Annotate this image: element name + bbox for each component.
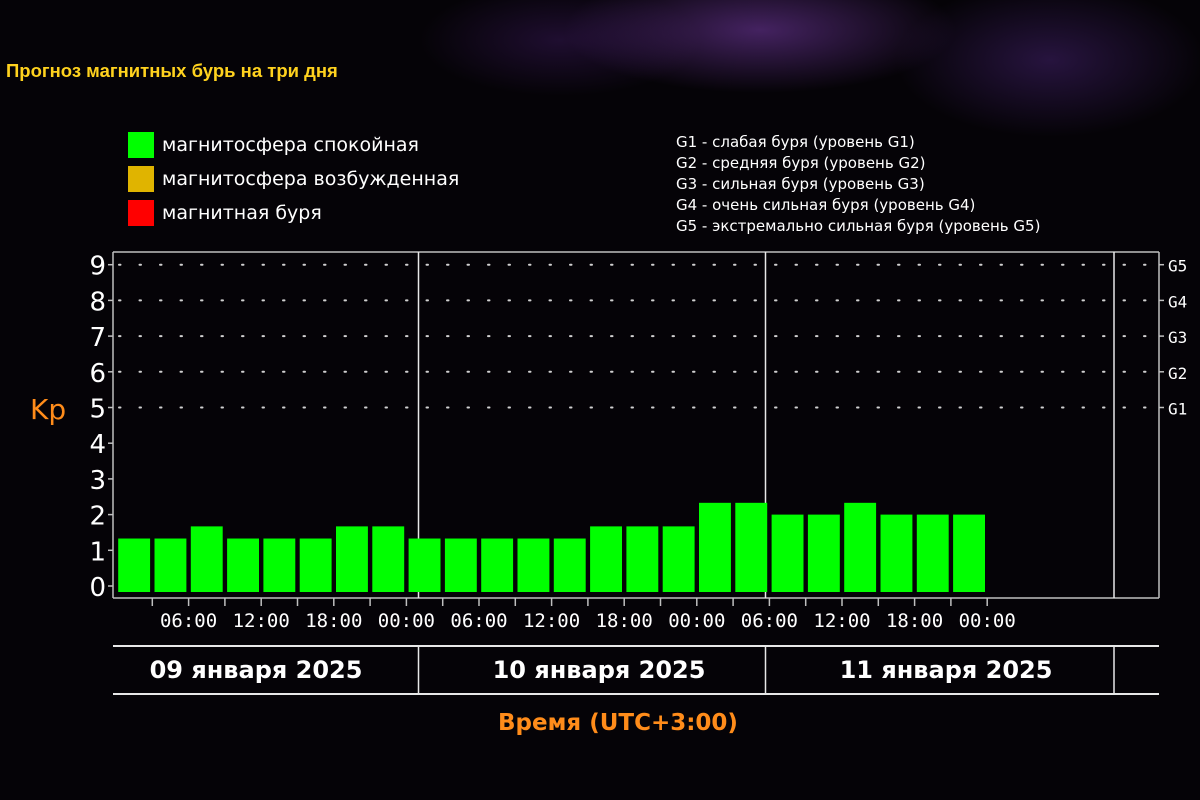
y-tick-label: 9: [89, 252, 106, 282]
kp-bar: [735, 502, 768, 592]
legend-swatch-excited: [128, 166, 154, 192]
g-legend-g2: G2 - средняя буря (уровень G2): [676, 154, 926, 172]
x-tick-label: 18:00: [305, 610, 362, 632]
kp-bar: [844, 502, 877, 592]
x-tick-label: 12:00: [233, 610, 290, 632]
day-label: 11 января 2025: [840, 656, 1053, 684]
x-tick-label: 00:00: [959, 610, 1016, 632]
g-level-label: G2: [1168, 364, 1187, 383]
x-tick-label: 06:00: [450, 610, 507, 632]
kp-bar: [771, 514, 804, 592]
y-tick-label: 3: [89, 466, 106, 496]
day-label: 09 января 2025: [150, 656, 363, 684]
g-legend-g5: G5 - экстремально сильная буря (уровень …: [676, 217, 1041, 235]
y-tick-label: 0: [89, 573, 106, 603]
x-tick-label: 18:00: [596, 610, 653, 632]
g-level-label: G4: [1168, 292, 1187, 311]
kp-bar: [880, 514, 913, 592]
g-legend-g4: G4 - очень сильная буря (уровень G4): [676, 196, 976, 214]
x-tick-label: 00:00: [378, 610, 435, 632]
kp-bar: [481, 538, 514, 592]
legend-swatch-storm: [128, 200, 154, 226]
y-axis-title: Kp: [30, 393, 67, 426]
kp-bar: [953, 514, 985, 592]
legend-label-excited: магнитосфера возбужденная: [162, 168, 460, 190]
legend-item-calm: магнитосфера спокойная: [128, 132, 419, 158]
kp-bar: [118, 538, 151, 592]
x-tick-label: 06:00: [160, 610, 217, 632]
x-tick-label: 12:00: [813, 610, 870, 632]
y-tick-label: 6: [89, 359, 106, 389]
y-tick-label: 7: [89, 323, 106, 353]
x-axis-title: Время (UTC+3:00): [498, 710, 738, 736]
kp-bar: [154, 538, 187, 592]
y-tick-label: 5: [89, 395, 106, 425]
kp-bar: [916, 514, 949, 592]
g-level-label: G3: [1168, 328, 1187, 347]
y-tick-label: 2: [89, 502, 106, 532]
legend-label-storm: магнитная буря: [162, 202, 322, 224]
x-tick-label: 12:00: [523, 610, 580, 632]
kp-bar: [553, 538, 586, 592]
x-tick-label: 06:00: [741, 610, 798, 632]
kp-bar: [190, 526, 223, 592]
legend-item-excited: магнитосфера возбужденная: [128, 166, 459, 192]
legend-swatch-calm: [128, 132, 154, 158]
g-legend-g1: G1 - слабая буря (уровень G1): [676, 133, 915, 151]
kp-bar: [227, 538, 259, 592]
kp-bar: [590, 526, 622, 592]
g-level-label: G5: [1168, 257, 1187, 276]
kp-bar: [336, 526, 368, 592]
kp-bar: [408, 538, 441, 592]
kp-bar: [626, 526, 659, 592]
kp-bar: [372, 526, 405, 592]
kp-bar: [517, 538, 550, 592]
legend-label-calm: магнитосфера спокойная: [162, 134, 419, 156]
kp-bar: [807, 514, 840, 592]
x-tick-label: 00:00: [668, 610, 725, 632]
page-title: Прогноз магнитных бурь на три дня: [6, 60, 338, 81]
day-label: 10 января 2025: [493, 656, 706, 684]
kp-bar: [662, 526, 695, 592]
g-legend-g3: G3 - сильная буря (уровень G3): [676, 175, 925, 193]
y-tick-label: 1: [89, 537, 106, 567]
g-level-label: G1: [1168, 400, 1187, 419]
x-tick-label: 18:00: [886, 610, 943, 632]
y-tick-label: 4: [89, 430, 106, 460]
kp-bar: [263, 538, 296, 592]
kp-bar: [699, 502, 731, 592]
y-tick-label: 8: [89, 287, 106, 317]
kp-bar: [444, 538, 477, 592]
legend-item-storm: магнитная буря: [128, 200, 322, 226]
kp-bar: [299, 538, 332, 592]
